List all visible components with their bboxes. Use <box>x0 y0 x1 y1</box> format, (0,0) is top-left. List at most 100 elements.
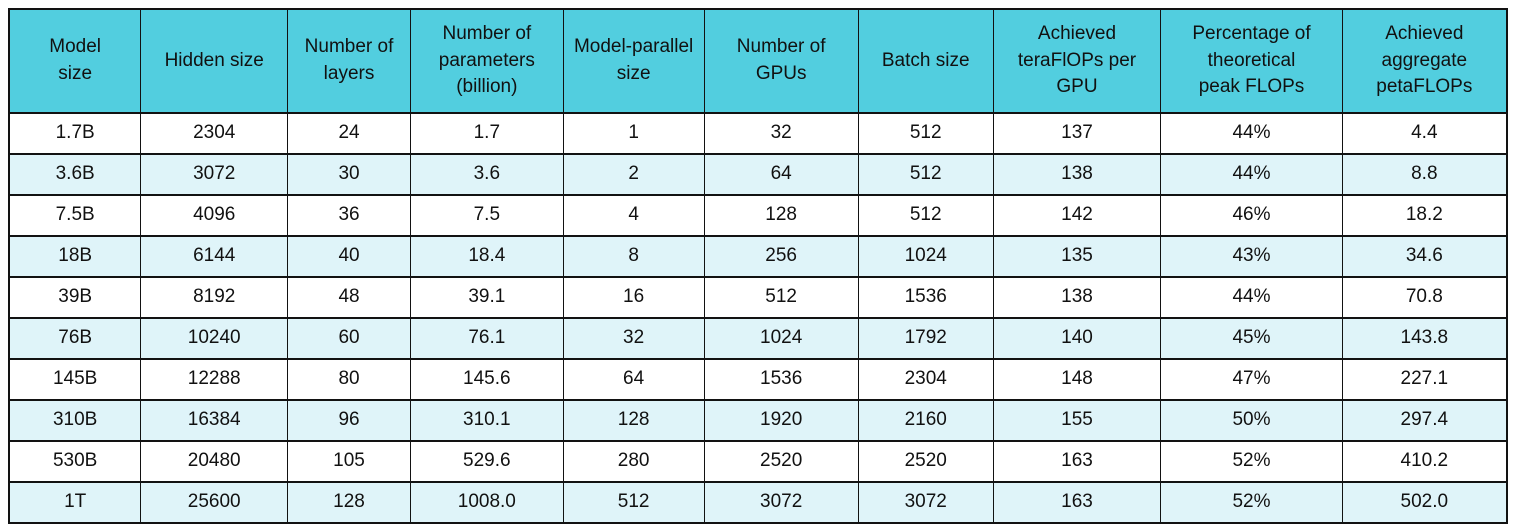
table-cell: 163 <box>992 481 1162 524</box>
table-cell: 145.6 <box>409 358 564 401</box>
table-cell: 76B <box>8 317 142 360</box>
table-cell: 502.0 <box>1341 481 1508 524</box>
table-cell: 25600 <box>140 481 289 524</box>
table-cell: 155 <box>992 399 1162 442</box>
table-cell: 4096 <box>140 194 289 237</box>
table-row: 530B 20480 105 529.6 280 2520 2520 163 52% 410.2 <box>8 440 1508 483</box>
table-cell: 512 <box>703 276 859 319</box>
table-cell: 1536 <box>857 276 994 319</box>
header-row: Model size Hidden size Number of layers Num… <box>8 8 1508 114</box>
table-cell: 1008.0 <box>409 481 564 524</box>
table-cell: 142 <box>992 194 1162 237</box>
table-cell: 44% <box>1160 276 1343 319</box>
table-cell: 128 <box>703 194 859 237</box>
table-cell: 2304 <box>140 112 289 155</box>
table-cell: 10240 <box>140 317 289 360</box>
table-cell: 1024 <box>703 317 859 360</box>
table-cell: 30 <box>287 153 411 196</box>
table-cell: 2160 <box>857 399 994 442</box>
column-header: Percentage of theoretical peak FLOPs <box>1160 8 1343 114</box>
table-cell: 43% <box>1160 235 1343 278</box>
table-cell: 256 <box>703 235 859 278</box>
column-header: Number of parameters (billion) <box>409 8 564 114</box>
column-header: Achieved teraFlOPs per GPU <box>992 8 1162 114</box>
table-cell: 163 <box>992 440 1162 483</box>
column-header: Hidden size <box>140 8 289 114</box>
table-cell: 148 <box>992 358 1162 401</box>
table-cell: 1792 <box>857 317 994 360</box>
table-cell: 46% <box>1160 194 1343 237</box>
table-cell: 1024 <box>857 235 994 278</box>
table-cell: 1920 <box>703 399 859 442</box>
table-body: 1.7B 2304 24 1.7 1 32 512 137 44% 4.4 3.6B 3072 30 3.… <box>8 112 1508 524</box>
column-header: Achieved aggregate petaFLOPs <box>1341 8 1508 114</box>
table-row: 145B 12288 80 145.6 64 1536 2304 148 47% 227.1 <box>8 358 1508 401</box>
table-cell: 8 <box>562 235 705 278</box>
table-cell: 20480 <box>140 440 289 483</box>
table-cell: 4.4 <box>1341 112 1508 155</box>
table-cell: 1.7 <box>409 112 564 155</box>
table-cell: 39.1 <box>409 276 564 319</box>
table-cell: 1536 <box>703 358 859 401</box>
table-cell: 80 <box>287 358 411 401</box>
table-cell: 16 <box>562 276 705 319</box>
table-cell: 50% <box>1160 399 1343 442</box>
table-cell: 1T <box>8 481 142 524</box>
table-cell: 64 <box>703 153 859 196</box>
table-cell: 52% <box>1160 481 1343 524</box>
table-row: 1.7B 2304 24 1.7 1 32 512 137 44% 4.4 <box>8 112 1508 155</box>
table-cell: 280 <box>562 440 705 483</box>
table-cell: 512 <box>857 153 994 196</box>
table-cell: 64 <box>562 358 705 401</box>
table-cell: 6144 <box>140 235 289 278</box>
column-header: Model-parallel size <box>562 8 705 114</box>
table-cell: 3072 <box>703 481 859 524</box>
table-cell: 36 <box>287 194 411 237</box>
table-cell: 143.8 <box>1341 317 1508 360</box>
table-cell: 530B <box>8 440 142 483</box>
table-cell: 40 <box>287 235 411 278</box>
table-row: 76B 10240 60 76.1 32 1024 1792 140 45% 143.8 <box>8 317 1508 360</box>
table-cell: 4 <box>562 194 705 237</box>
table-cell: 2304 <box>857 358 994 401</box>
table-cell: 18.4 <box>409 235 564 278</box>
column-header: Number of GPUs <box>703 8 859 114</box>
table-cell: 2520 <box>857 440 994 483</box>
table-cell: 2 <box>562 153 705 196</box>
table-cell: 47% <box>1160 358 1343 401</box>
column-header: Model size <box>8 8 142 114</box>
table-cell: 529.6 <box>409 440 564 483</box>
table-row: 1T 25600 128 1008.0 512 3072 3072 163 52% 502.0 <box>8 481 1508 524</box>
table-cell: 140 <box>992 317 1162 360</box>
table-cell: 310B <box>8 399 142 442</box>
table-cell: 310.1 <box>409 399 564 442</box>
table-cell: 16384 <box>140 399 289 442</box>
table-cell: 45% <box>1160 317 1343 360</box>
table-cell: 128 <box>287 481 411 524</box>
model-scaling-table: Model size Hidden size Number of layers Num… <box>8 8 1508 524</box>
table-row: 3.6B 3072 30 3.6 2 64 512 138 44% 8.8 <box>8 153 1508 196</box>
table-cell: 7.5B <box>8 194 142 237</box>
table-cell: 39B <box>8 276 142 319</box>
table-cell: 2520 <box>703 440 859 483</box>
table-cell: 24 <box>287 112 411 155</box>
table-cell: 227.1 <box>1341 358 1508 401</box>
column-header: Batch size <box>857 8 994 114</box>
column-header: Number of layers <box>287 8 411 114</box>
table-cell: 8.8 <box>1341 153 1508 196</box>
table-cell: 3.6B <box>8 153 142 196</box>
table-cell: 3.6 <box>409 153 564 196</box>
table-cell: 70.8 <box>1341 276 1508 319</box>
table-cell: 76.1 <box>409 317 564 360</box>
table-cell: 105 <box>287 440 411 483</box>
table-cell: 297.4 <box>1341 399 1508 442</box>
table-cell: 44% <box>1160 112 1343 155</box>
table-cell: 1 <box>562 112 705 155</box>
table-row: 18B 6144 40 18.4 8 256 1024 135 43% 34.6 <box>8 235 1508 278</box>
table-cell: 32 <box>562 317 705 360</box>
table-cell: 32 <box>703 112 859 155</box>
table-cell: 137 <box>992 112 1162 155</box>
table-cell: 12288 <box>140 358 289 401</box>
table-cell: 60 <box>287 317 411 360</box>
table-cell: 52% <box>1160 440 1343 483</box>
